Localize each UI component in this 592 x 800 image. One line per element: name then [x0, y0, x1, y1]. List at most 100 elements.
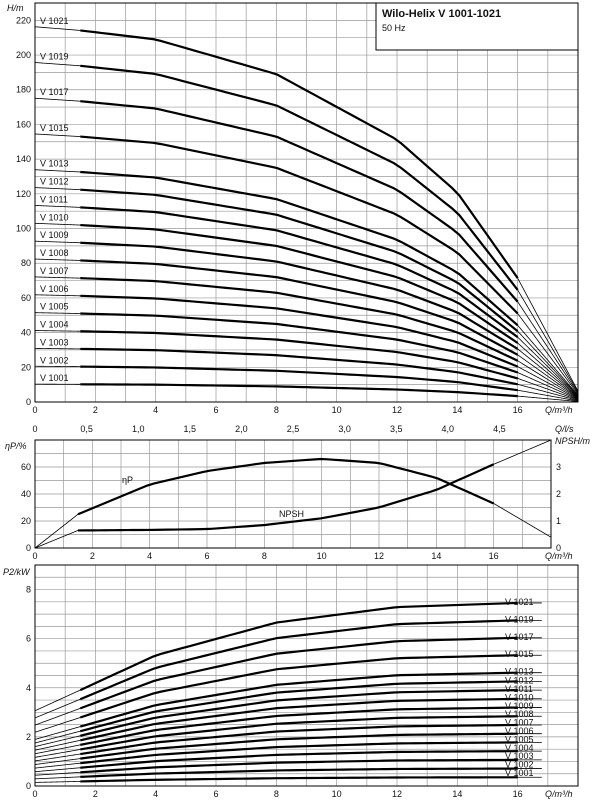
series-label: V 1002 [40, 355, 69, 365]
y-tick-label: 0 [26, 781, 31, 791]
series-line-thin [34, 133, 81, 137]
series-line [77, 463, 495, 532]
x-top-tick-label: 0 [32, 424, 37, 434]
y-tick-label: 120 [16, 189, 31, 199]
series-line-thin [34, 187, 81, 191]
series-label: V 1012 [40, 177, 69, 187]
y-tick-label: 80 [21, 258, 31, 268]
x-tick-label: 16 [513, 405, 523, 415]
x-axis-label: Q/m³/h [545, 551, 573, 561]
x-tick-label: 4 [153, 405, 158, 415]
series-line-thin [34, 730, 81, 744]
series-line [79, 654, 518, 719]
y2-tick-label: 0 [556, 543, 561, 553]
series-line [80, 330, 518, 380]
series-line-thin [34, 749, 81, 758]
x-top-tick-label: 1,5 [184, 424, 197, 434]
y-tick-label: 0 [26, 543, 31, 553]
series-line [80, 706, 518, 746]
series-line [80, 259, 519, 356]
series-line [77, 457, 495, 516]
series-line [80, 365, 518, 392]
y-tick-label: 140 [16, 154, 31, 164]
series-label: V 1013 [505, 667, 534, 677]
y-tick-label: 6 [26, 634, 31, 644]
series-line [80, 715, 518, 751]
series-line-thin [34, 258, 81, 261]
y2-axis-label: NPSH/m [555, 436, 591, 446]
series-line [79, 636, 518, 710]
series-line [80, 741, 518, 765]
x-tick-label: 4 [153, 789, 158, 799]
x-tick-label: 12 [392, 405, 402, 415]
series-label: V 1006 [40, 284, 69, 294]
series-line [80, 170, 519, 327]
series-label: V 1011 [505, 684, 533, 694]
x-top-axis-label: Q/l/s [555, 424, 574, 434]
series-line-thin [517, 289, 579, 393]
x-tick-label: 0 [32, 551, 37, 561]
series-line-thin [34, 169, 81, 173]
x-tick-label: 12 [374, 551, 384, 561]
series-line [79, 689, 518, 737]
series-line [80, 697, 518, 742]
series-line [80, 135, 519, 315]
series-line-thin [517, 336, 579, 397]
y-tick-label: 100 [16, 224, 31, 234]
series-label: V 1001 [505, 768, 534, 778]
y-axis-label: H/m [7, 3, 24, 13]
y-tick-label: 60 [21, 462, 31, 472]
series-label: V 1021 [505, 597, 534, 607]
series-line [80, 64, 519, 291]
series-line [80, 347, 518, 386]
series-label: V 1010 [40, 212, 69, 222]
series-label-efficiency: ηP [122, 475, 133, 485]
series-line [80, 277, 519, 362]
y-tick-label: 40 [21, 489, 31, 499]
series-line-thin [34, 97, 81, 102]
series-line-thin [34, 222, 81, 226]
series-line-thin [517, 354, 579, 399]
series-line-thin [517, 383, 579, 401]
y2-tick-label: 3 [556, 462, 561, 472]
y-tick-label: 180 [16, 85, 31, 95]
series-line-thin [517, 378, 579, 401]
x-tick-label: 14 [452, 789, 462, 799]
x-top-tick-label: 3,0 [338, 424, 351, 434]
series-label: V 1005 [40, 302, 69, 312]
x-tick-label: 10 [332, 789, 342, 799]
x-tick-label: 14 [452, 405, 462, 415]
series-label: V 1002 [505, 760, 534, 770]
x-tick-label: 6 [204, 551, 209, 561]
x-tick-label: 10 [317, 551, 327, 561]
series-label: V 1010 [505, 692, 534, 702]
series-label: V 1003 [505, 751, 534, 761]
series-line [80, 241, 519, 350]
x-tick-label: 6 [213, 405, 218, 415]
series-line-thin [34, 781, 81, 783]
series-line-thin [34, 276, 81, 279]
series-line-thin [34, 330, 81, 332]
series-line [80, 312, 519, 374]
y-tick-label: 2 [26, 732, 31, 742]
series-label: V 1011 [40, 194, 68, 204]
y-tick-label: 220 [16, 15, 31, 25]
series-line-thin [34, 767, 81, 773]
y-tick-label: 40 [21, 328, 31, 338]
series-line-thin [34, 530, 79, 549]
series-line-thin [35, 348, 81, 350]
series-label: V 1013 [40, 159, 69, 169]
series-label: V 1007 [505, 718, 534, 728]
series-line-thin [34, 717, 81, 733]
chart-subtitle: 50 Hz [382, 23, 406, 33]
series-label-npsh: NPSH [279, 509, 304, 519]
x-tick-label: 12 [392, 789, 402, 799]
series-line [79, 671, 518, 728]
x-tick-label: 10 [332, 405, 342, 415]
series-line-thin [517, 395, 579, 402]
series-line-thin [517, 277, 579, 392]
series-label: V 1012 [505, 675, 534, 685]
y-tick-label: 160 [16, 119, 31, 129]
series-line [79, 680, 518, 733]
